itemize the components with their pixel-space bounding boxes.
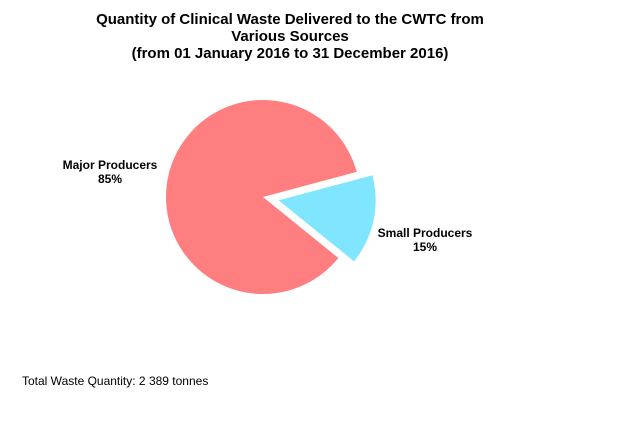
slice-label-small-value: 15% [412, 240, 438, 254]
title-line-1: Quantity of Clinical Waste Delivered to … [96, 11, 484, 28]
slice-label-small-name: Small Producers [377, 226, 473, 240]
total-waste-quantity: Total Waste Quantity: 2 389 tonnes [22, 374, 209, 388]
title-line-3: (from 01 January 2016 to 31 December 201… [131, 45, 449, 62]
slice-label-major-name: Major Producers [62, 158, 158, 172]
chart-title: Quantity of Clinical Waste Delivered to … [40, 11, 540, 62]
slice-label-major-value: 85% [97, 172, 123, 186]
pie-slice-small-producers [278, 175, 376, 262]
slice-label-small: Small Producers 15% [370, 226, 480, 254]
pie-slice-major-producers [165, 99, 357, 295]
slice-label-major: Major Producers 85% [55, 158, 165, 186]
title-line-2: Various Sources [231, 28, 349, 45]
